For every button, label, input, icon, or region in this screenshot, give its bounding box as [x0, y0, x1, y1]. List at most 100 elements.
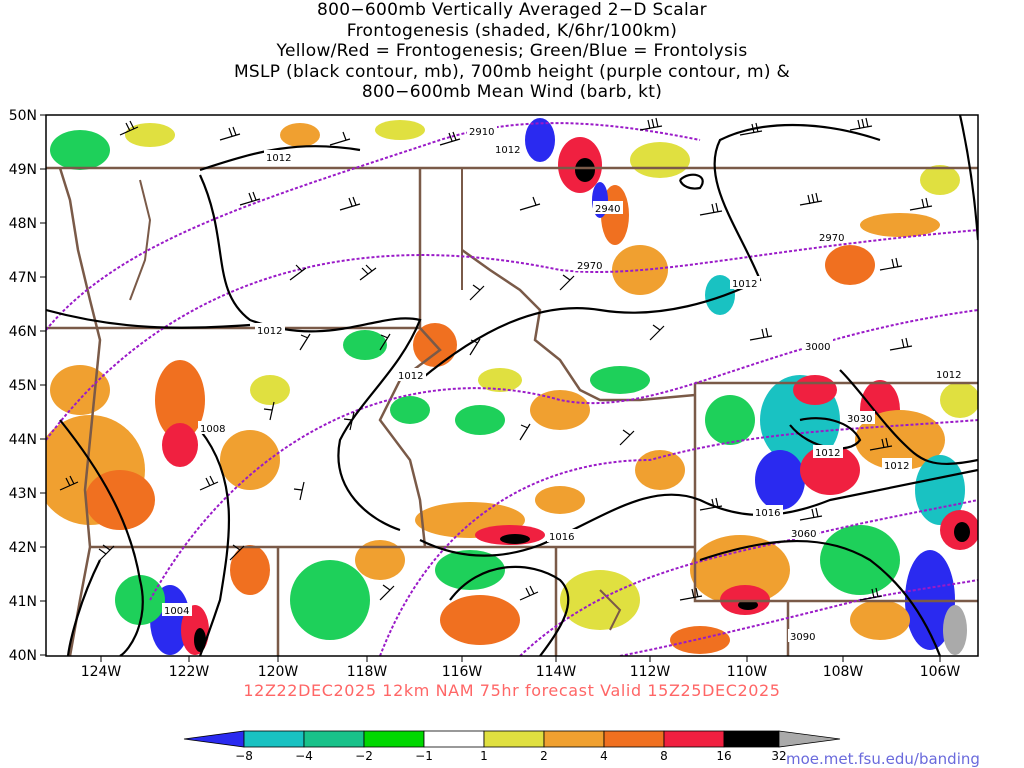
- colorbar-segment: [363, 730, 425, 748]
- valid-time: 12Z22DEC2025 12km NAM 75hr forecast Vali…: [243, 681, 781, 700]
- colorbar-label: 1: [480, 749, 488, 763]
- svg-text:1012: 1012: [884, 461, 909, 472]
- svg-text:116W: 116W: [442, 664, 483, 680]
- svg-text:2910: 2910: [469, 127, 494, 138]
- lat-label-45n: 45N: [9, 378, 46, 394]
- latitude-axis: 50N 49N 48N 47N 46N 45N 44N 43N 42N 41N …: [9, 108, 46, 664]
- colorbar-label: 16: [716, 749, 731, 763]
- lat-label-41n: 41N: [9, 594, 46, 610]
- colorbar-label: 2: [540, 749, 548, 763]
- svg-text:3060: 3060: [791, 529, 816, 540]
- lat-label-48n: 48N: [9, 216, 46, 232]
- svg-text:112W: 112W: [630, 664, 671, 680]
- pressure-label: 1008: [198, 421, 228, 435]
- lon-label-124w: 124W: [81, 656, 122, 680]
- pressure-label: 1012: [882, 458, 912, 472]
- colorbar-segment: [778, 730, 841, 748]
- lat-label-47n: 47N: [9, 270, 46, 286]
- pressure-label: 1016: [753, 505, 783, 519]
- lon-label-112w: 112W: [630, 656, 671, 680]
- svg-text:114W: 114W: [536, 664, 577, 680]
- colorbar-segment: [543, 730, 605, 748]
- svg-text:47N: 47N: [9, 270, 37, 286]
- colorbar-segment: [303, 730, 365, 748]
- lat-label-43n: 43N: [9, 486, 46, 502]
- svg-text:1012: 1012: [936, 370, 961, 381]
- svg-text:44N: 44N: [9, 432, 37, 448]
- height-label: 3090: [788, 629, 818, 643]
- height-contours: [46, 122, 978, 656]
- svg-text:1012: 1012: [257, 326, 282, 337]
- svg-text:106W: 106W: [920, 664, 961, 680]
- pressure-label: 1012: [264, 150, 294, 164]
- lat-label-42n: 42N: [9, 540, 46, 556]
- title-line-2: Frontogenesis (shaded, K/6hr/100km): [346, 20, 678, 41]
- contour-labels: 1012 1012 1012 1012 1012 1012 1012 1016 …: [162, 124, 964, 643]
- svg-text:1012: 1012: [398, 371, 423, 382]
- lat-label-40n: 40N: [9, 648, 46, 664]
- svg-text:2970: 2970: [577, 261, 602, 272]
- svg-text:124W: 124W: [81, 664, 122, 680]
- title-line-5: 800−600mb Mean Wind (barb, kt): [361, 82, 663, 102]
- colorbar: −8 −4 −2 −1 1 2 4 8 16 32: [183, 730, 841, 763]
- svg-text:122W: 122W: [169, 664, 210, 680]
- colorbar-segment: [663, 730, 725, 748]
- svg-text:41N: 41N: [9, 594, 37, 610]
- title-line-4: MSLP (black contour, mb), 700mb height (…: [233, 61, 791, 82]
- colorbar-segment: [723, 730, 780, 748]
- title-line-1: 800−600mb Vertically Averaged 2−D Scalar: [317, 0, 707, 20]
- colorbar-label: −2: [355, 749, 373, 763]
- lon-label-108w: 108W: [823, 656, 863, 680]
- svg-text:50N: 50N: [9, 108, 37, 124]
- svg-text:1004: 1004: [164, 606, 189, 617]
- lat-label-49n: 49N: [9, 162, 46, 178]
- colorbar-label: −8: [235, 749, 253, 763]
- svg-text:1012: 1012: [732, 279, 757, 290]
- svg-text:1012: 1012: [495, 145, 520, 156]
- svg-text:1008: 1008: [200, 424, 225, 435]
- lat-label-46n: 46N: [9, 324, 46, 340]
- svg-text:3000: 3000: [805, 342, 830, 353]
- height-label: 3030: [845, 411, 875, 425]
- colorbar-segment: [243, 730, 305, 748]
- lat-label-50n: 50N: [9, 108, 46, 124]
- colorbar-label: 8: [660, 749, 668, 763]
- lon-label-120w: 120W: [258, 656, 298, 680]
- height-label: 2940: [593, 201, 623, 215]
- colorbar-segment: [483, 730, 545, 748]
- pressure-label: 1012: [255, 323, 285, 337]
- pressure-label: 1012: [813, 445, 843, 459]
- height-label: 2910: [467, 124, 497, 138]
- svg-text:110W: 110W: [727, 664, 768, 680]
- colorbar-segment: [183, 730, 245, 748]
- svg-text:118W: 118W: [347, 664, 388, 680]
- title-line-3: Yellow/Red = Frontogenesis; Green/Blue =…: [276, 41, 748, 61]
- svg-text:43N: 43N: [9, 486, 37, 502]
- map-title: 800−600mb Vertically Averaged 2−D Scalar…: [0, 0, 1024, 103]
- colorbar-label: 4: [600, 749, 608, 763]
- svg-text:1012: 1012: [815, 448, 840, 459]
- height-label: 3000: [803, 339, 833, 353]
- svg-text:3090: 3090: [790, 632, 815, 643]
- colorbar-label: 32: [771, 749, 786, 763]
- colorbar-segment: [423, 730, 485, 748]
- pressure-label: 1016: [547, 529, 577, 543]
- height-label: 3060: [789, 526, 819, 540]
- svg-text:46N: 46N: [9, 324, 37, 340]
- svg-text:42N: 42N: [9, 540, 37, 556]
- credit-url[interactable]: moe.met.fsu.edu/banding: [786, 750, 980, 768]
- svg-text:1016: 1016: [755, 508, 780, 519]
- svg-text:2940: 2940: [595, 204, 620, 215]
- lat-label-44n: 44N: [9, 432, 46, 448]
- svg-text:48N: 48N: [9, 216, 37, 232]
- svg-text:3030: 3030: [847, 414, 872, 425]
- svg-text:1016: 1016: [549, 532, 574, 543]
- pressure-label: 1012: [934, 367, 964, 381]
- height-label: 2970: [817, 230, 847, 244]
- colorbar-segment: [603, 730, 665, 748]
- longitude-axis: 124W 122W 120W 118W 116W 114W 112W 110W …: [81, 656, 961, 680]
- svg-text:2970: 2970: [819, 233, 844, 244]
- colorbar-label: −1: [415, 749, 433, 763]
- pressure-contours: [46, 115, 978, 656]
